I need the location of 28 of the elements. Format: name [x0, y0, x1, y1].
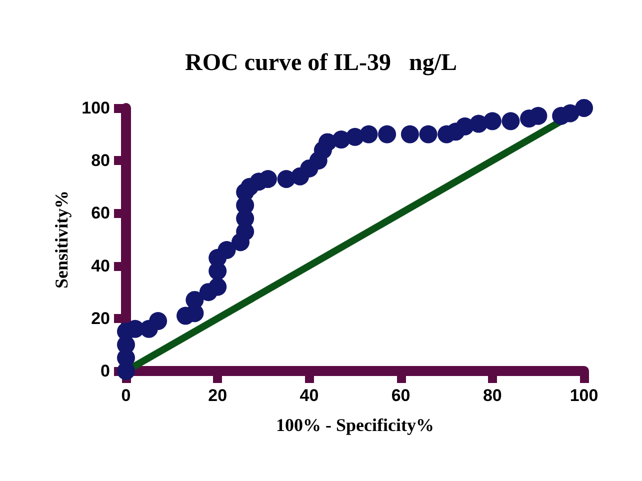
y-tick-label: 40	[91, 256, 110, 276]
x-axis-title: 100% - Specificity%	[276, 415, 434, 435]
x-tick-label: 100	[570, 386, 598, 405]
point	[360, 125, 378, 144]
point	[218, 241, 236, 260]
y-tick-label: 60	[91, 204, 110, 223]
point	[186, 290, 204, 309]
point	[419, 125, 438, 144]
x-tick-label: 40	[300, 386, 319, 405]
x-tick-label: 20	[208, 386, 228, 405]
x-tick-label: 60	[391, 386, 410, 405]
point	[483, 112, 502, 130]
point	[502, 112, 520, 130]
y-tick-label: 100	[82, 98, 110, 118]
point	[400, 125, 419, 144]
point	[561, 104, 580, 122]
point	[575, 99, 593, 117]
x-tick-label: 80	[482, 386, 502, 405]
y-tick-label: 20	[91, 308, 110, 328]
y-tick-label: 80	[91, 151, 110, 170]
point	[208, 278, 227, 296]
y-tick-label: 0	[100, 362, 110, 380]
y-axis-title: Sensitivity%	[52, 190, 72, 289]
point	[259, 170, 277, 188]
x-tick-label: 0	[121, 386, 131, 405]
point	[378, 125, 396, 144]
chart-title: ROC curve of IL-39 ng/L	[185, 50, 457, 76]
point	[149, 312, 168, 330]
